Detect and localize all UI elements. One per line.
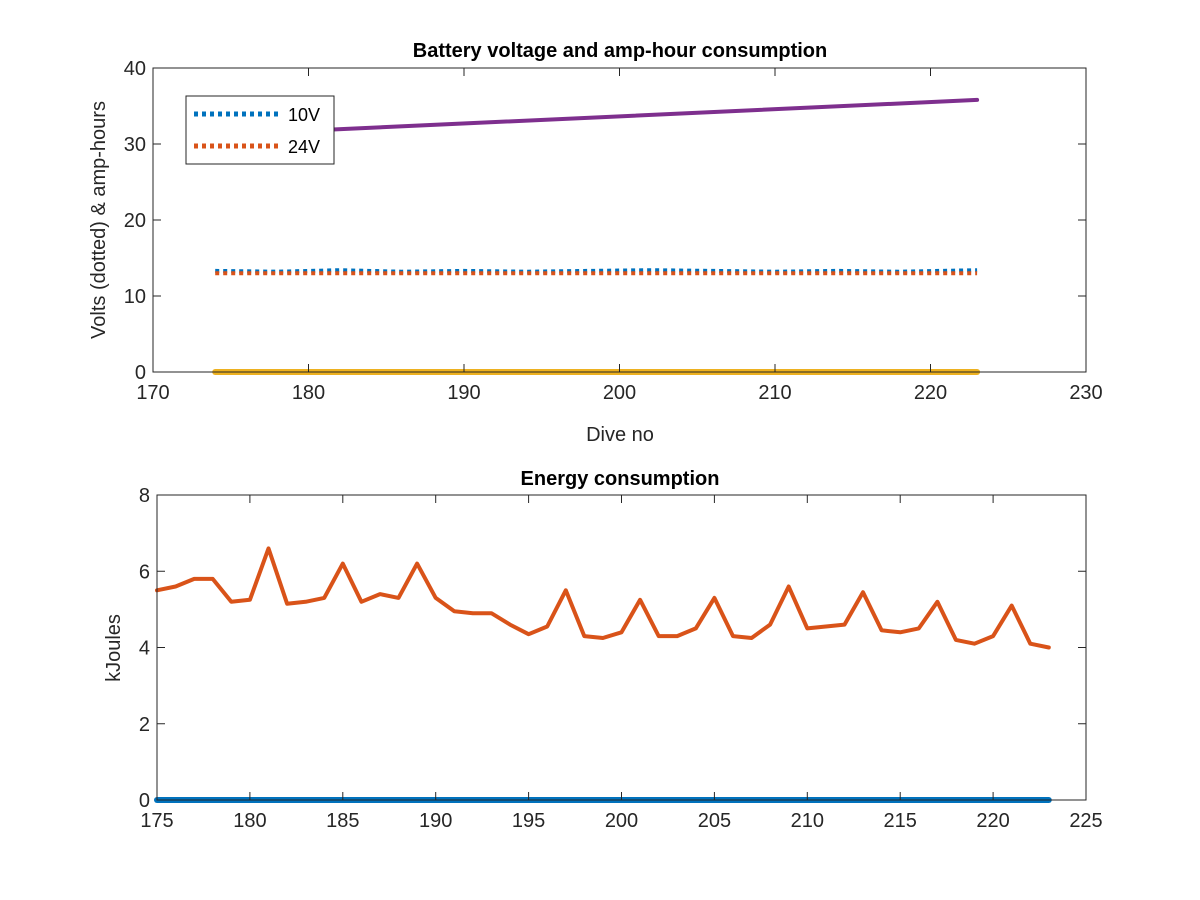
energy-chart-x-tick-label-225: 225 (1069, 810, 1102, 832)
energy-chart-x-tick-label-205: 205 (698, 810, 731, 832)
voltage-chart-x-tick-label-210: 210 (758, 382, 791, 404)
voltage-chart-y-ticks: 0 10 20 30 40 (124, 58, 1086, 384)
voltage-chart-x-ticks: 170 180 190 200 210 220 230 (136, 68, 1103, 404)
voltage-chart-y-tick-label-30: 30 (124, 134, 146, 156)
voltage-chart-y-tick-label-10: 10 (124, 286, 146, 308)
energy-chart-y-tick-label-2: 2 (139, 714, 150, 736)
legend-label-24v: 24V (288, 137, 320, 157)
voltage-chart-x-axis-label: Dive no (586, 424, 654, 446)
energy-chart-x-tick-label-185: 185 (326, 810, 359, 832)
energy-chart-y-tick-label-4: 4 (139, 638, 150, 660)
energy-chart-y-axis-label: kJoules (103, 614, 125, 682)
energy-chart-x-tick-label-210: 210 (791, 810, 824, 832)
voltage-chart-x-tick-label-200: 200 (603, 382, 636, 404)
voltage-chart: Battery voltage and amp-hour consumption… (88, 40, 1103, 446)
energy-chart-y-tick-label-0: 0 (139, 790, 150, 812)
voltage-chart-y-tick-label-20: 20 (124, 210, 146, 232)
energy-chart-x-tick-label-190: 190 (419, 810, 452, 832)
energy-chart-x-ticks: 175 180 185 190 195 200 205 210 215 220 225 (140, 495, 1103, 832)
voltage-chart-y-tick-label-0: 0 (135, 362, 146, 384)
voltage-chart-legend: 10V 24V (185, 95, 335, 165)
energy-chart-y-ticks: 0 2 4 6 8 (139, 485, 1086, 812)
voltage-chart-title: Battery voltage and amp-hour consumption (413, 40, 827, 62)
energy-chart-x-tick-label-195: 195 (512, 810, 545, 832)
voltage-chart-x-tick-label-170: 170 (136, 382, 169, 404)
legend-label-10v: 10V (288, 105, 320, 125)
voltage-chart-x-tick-label-180: 180 (292, 382, 325, 404)
energy-chart-x-tick-label-220: 220 (976, 810, 1009, 832)
voltage-chart-x-tick-label-190: 190 (447, 382, 480, 404)
voltage-chart-x-tick-label-220: 220 (914, 382, 947, 404)
energy-chart-x-tick-label-215: 215 (884, 810, 917, 832)
energy-chart-line-series-0 (155, 546, 1051, 650)
energy-chart-y-tick-label-6: 6 (139, 561, 150, 583)
energy-chart-x-tick-label-175: 175 (140, 810, 173, 832)
voltage-chart-y-tick-label-40: 40 (124, 58, 146, 80)
voltage-chart-x-tick-label-230: 230 (1069, 382, 1102, 404)
energy-chart-x-tick-label-180: 180 (233, 810, 266, 832)
voltage-chart-line-series-3 (213, 97, 980, 137)
energy-chart-x-tick-label-200: 200 (605, 810, 638, 832)
energy-chart-y-tick-label-8: 8 (139, 485, 150, 507)
energy-chart: Energy consumption 175 180 185 190 195 200 205… (103, 468, 1103, 832)
voltage-chart-y-axis-label: Volts (dotted) & amp-hours (88, 101, 110, 339)
energy-chart-title: Energy consumption (521, 468, 720, 490)
legend-box (185, 95, 335, 165)
